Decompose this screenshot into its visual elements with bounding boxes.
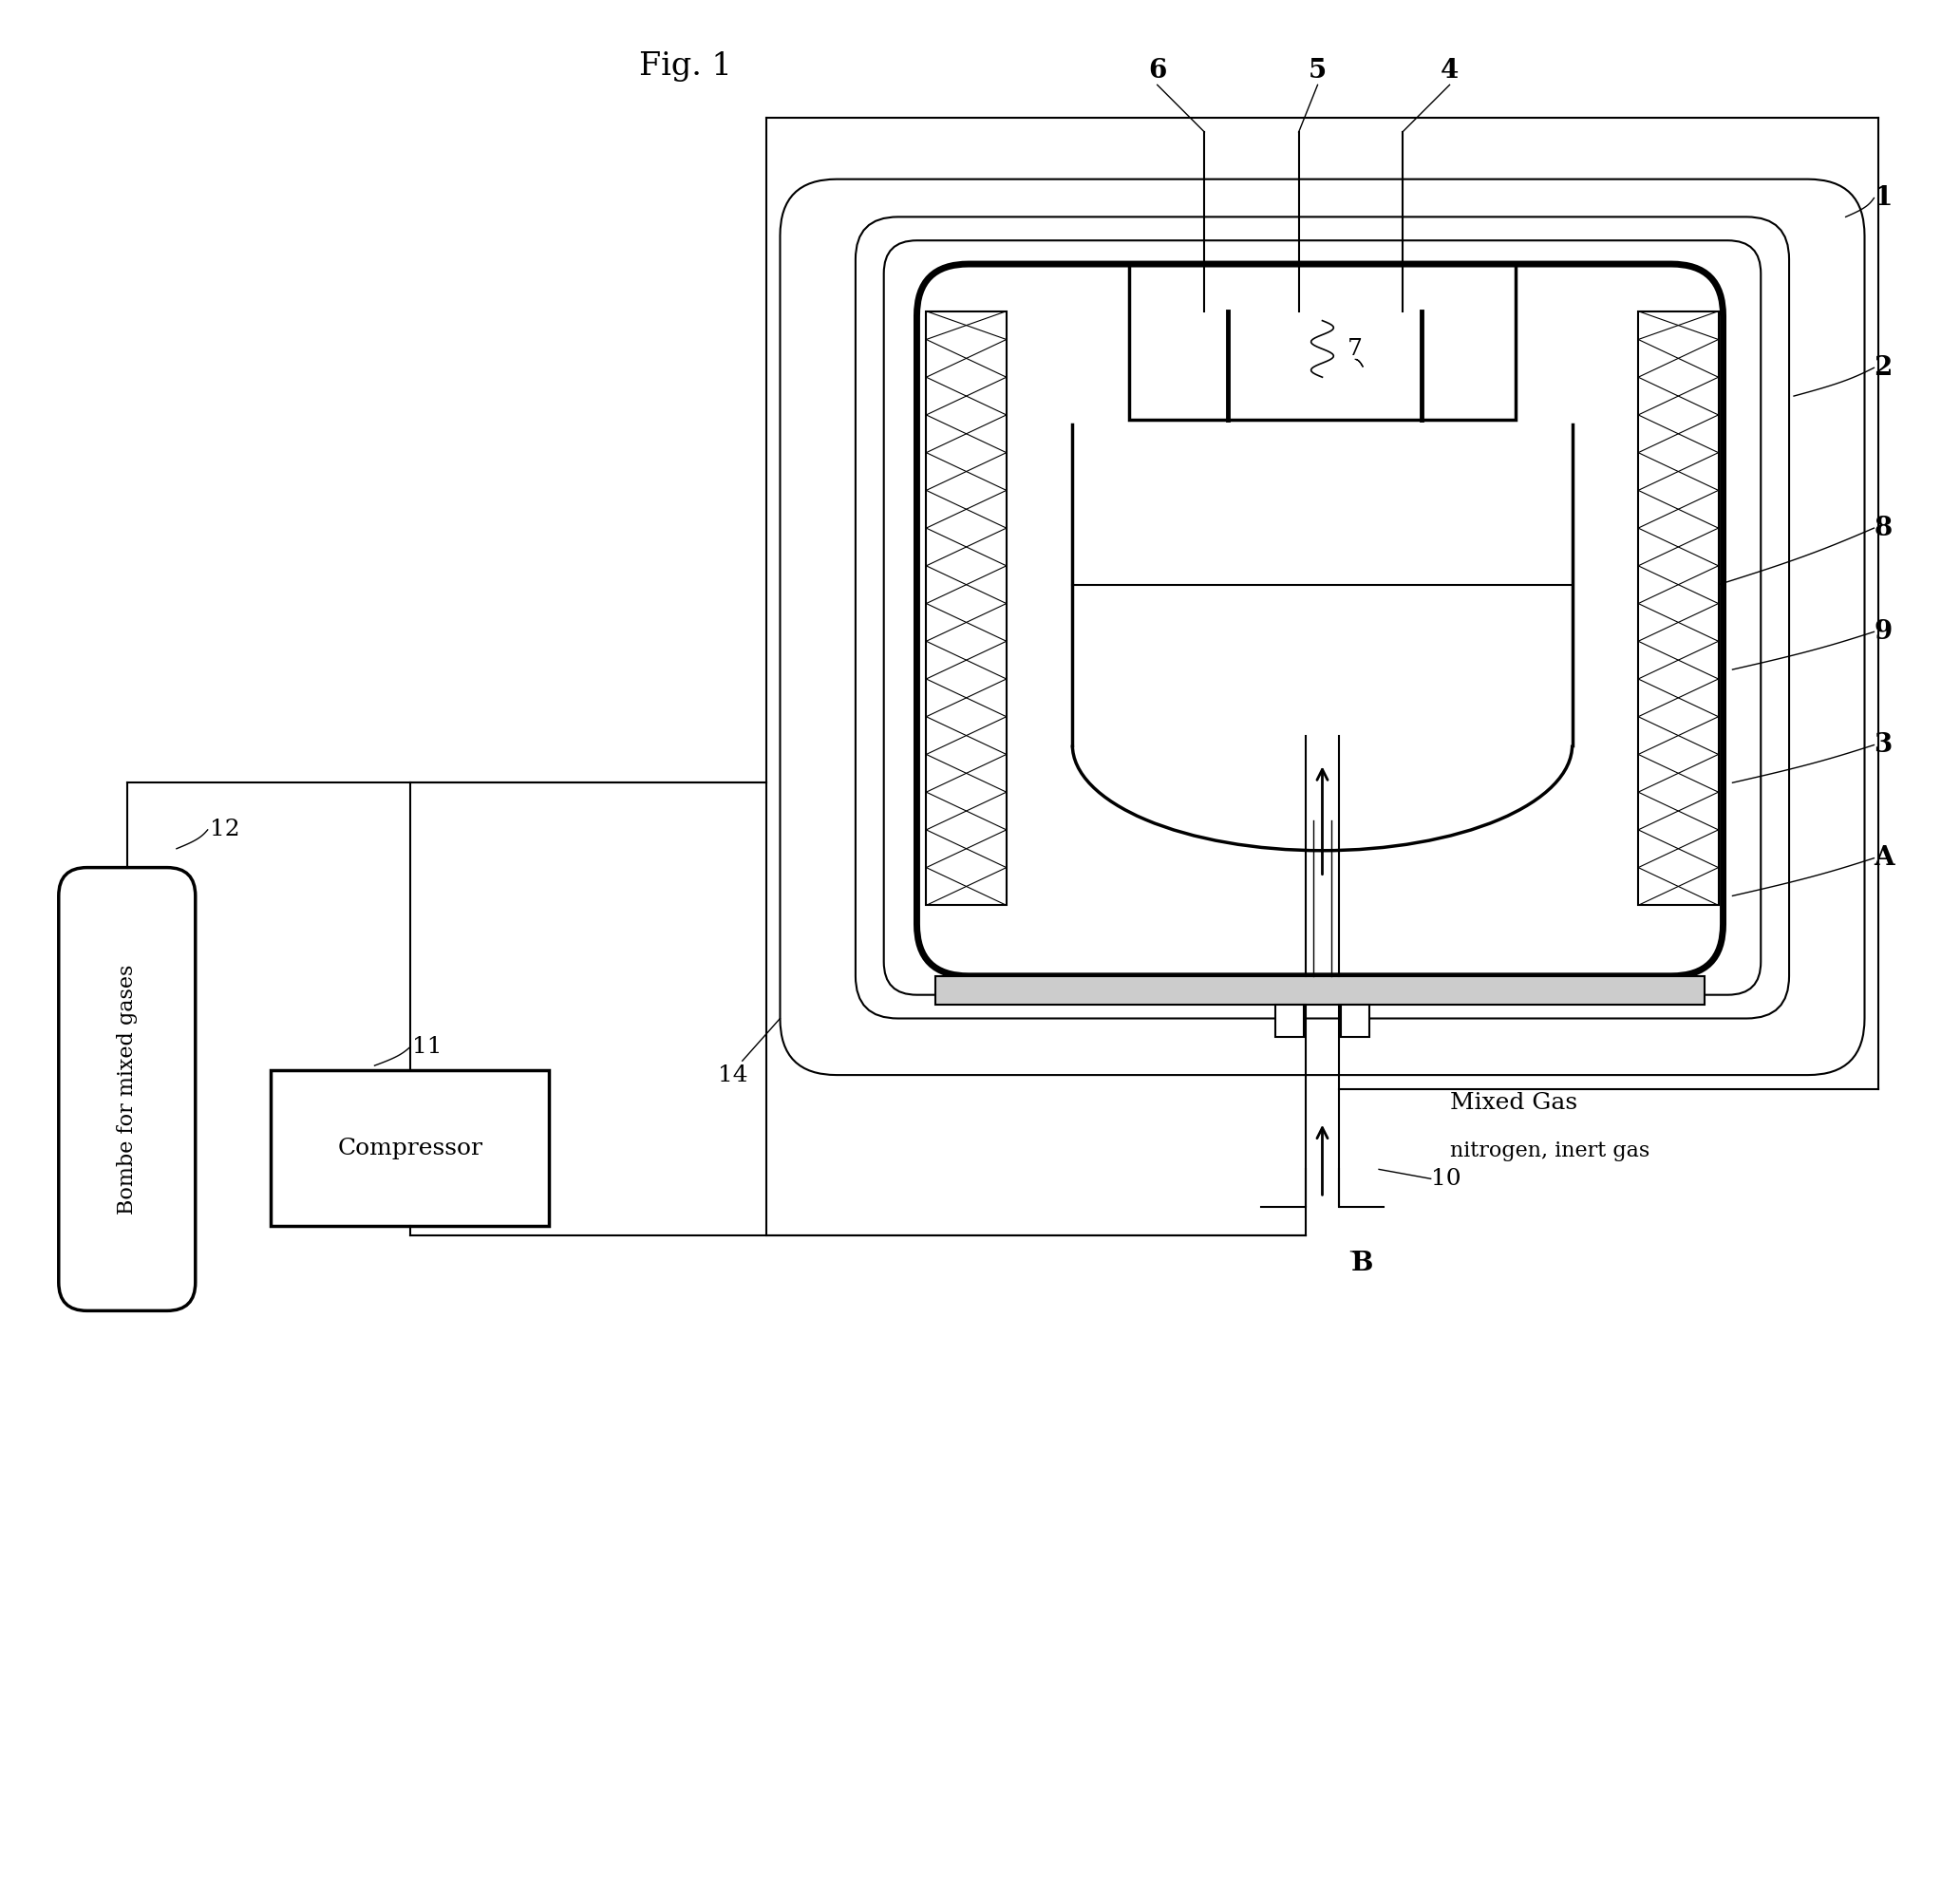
Bar — [927, 312, 1005, 905]
Text: 12: 12 — [210, 820, 239, 841]
Text: 8: 8 — [1874, 515, 1891, 540]
Text: 5: 5 — [1309, 57, 1327, 84]
Text: 10: 10 — [1431, 1168, 1460, 1189]
Text: 2: 2 — [1874, 356, 1893, 380]
Text: 6: 6 — [1149, 57, 1166, 84]
Bar — [1276, 1004, 1303, 1037]
FancyBboxPatch shape — [59, 867, 196, 1310]
Text: 11: 11 — [412, 1037, 443, 1058]
Bar — [1639, 312, 1719, 905]
Text: Mixed Gas: Mixed Gas — [1450, 1092, 1578, 1115]
Bar — [1129, 264, 1515, 420]
Text: 14: 14 — [717, 1063, 749, 1086]
Text: Bombe for mixed gases: Bombe for mixed gases — [116, 964, 137, 1213]
Text: 4: 4 — [1441, 57, 1458, 84]
Text: B: B — [1350, 1252, 1372, 1276]
Bar — [1341, 1004, 1370, 1037]
Text: Compressor: Compressor — [337, 1137, 482, 1158]
Text: Fig. 1: Fig. 1 — [639, 51, 733, 82]
Bar — [270, 1071, 549, 1227]
Text: 9: 9 — [1874, 618, 1891, 645]
Text: 1: 1 — [1874, 184, 1893, 211]
Bar — [935, 976, 1705, 1004]
Text: 7: 7 — [1348, 339, 1362, 359]
Text: nitrogen, inert gas: nitrogen, inert gas — [1450, 1139, 1648, 1160]
Text: 3: 3 — [1874, 732, 1891, 757]
Text: A: A — [1874, 844, 1895, 871]
